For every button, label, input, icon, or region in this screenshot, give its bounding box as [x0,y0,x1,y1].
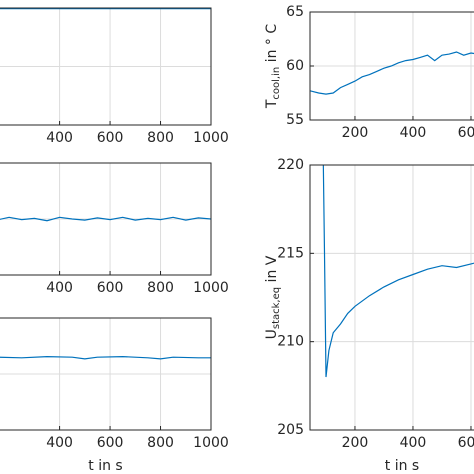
x-tick-label: 200 [342,125,369,141]
y-tick-label: 210 [277,334,304,350]
x-axis-label: t in s [385,458,419,474]
y-axis-label: Ustack,eq in V [264,255,282,339]
x-tick-label: 400 [46,435,73,451]
y-tick-label: 60 [286,58,304,74]
y-tick-label: 205 [277,422,304,438]
y-axis-label: Tcool,in in ° C [264,24,282,109]
data-line [0,355,211,360]
x-tick-label: 600 [97,280,124,296]
data-line [322,165,474,378]
axes-frame [309,11,474,121]
x-tick-label: 600 [458,125,474,141]
y-tick-label: 65 [286,4,304,20]
x-tick-label: 800 [147,280,174,296]
x-tick-label: 800 [147,435,174,451]
y-tick-label: 215 [277,245,304,261]
axes-frame [0,317,212,431]
y-label-main: T [264,99,280,109]
y-tick-label: 55 [286,112,304,128]
axes-frame [0,7,212,126]
axes-frame [309,164,474,431]
y-label-rest: in ° C [264,24,280,67]
y-label-sub: stack,eq [271,287,282,329]
x-tick-label: 1000 [193,130,229,146]
x-tick-label: 800 [147,130,174,146]
x-tick-label: 600 [97,130,124,146]
data-line [310,51,474,95]
axes-frame [0,162,212,276]
y-tick-label: 220 [277,157,304,173]
y-label-sub: cool,in [271,67,282,100]
x-tick-label: 400 [46,130,73,146]
y-label-main: U [264,329,280,339]
x-tick-label: 400 [400,125,427,141]
x-tick-label: 1000 [193,435,229,451]
x-tick-label: 600 [458,435,474,451]
x-tick-label: 200 [342,435,369,451]
x-tick-label: 400 [400,435,427,451]
x-tick-label: 400 [46,280,73,296]
x-axis-label: t in s [88,458,122,474]
x-tick-label: 600 [97,435,124,451]
x-tick-label: 1000 [193,280,229,296]
y-label-rest: in V [264,255,280,287]
data-line [0,216,211,222]
